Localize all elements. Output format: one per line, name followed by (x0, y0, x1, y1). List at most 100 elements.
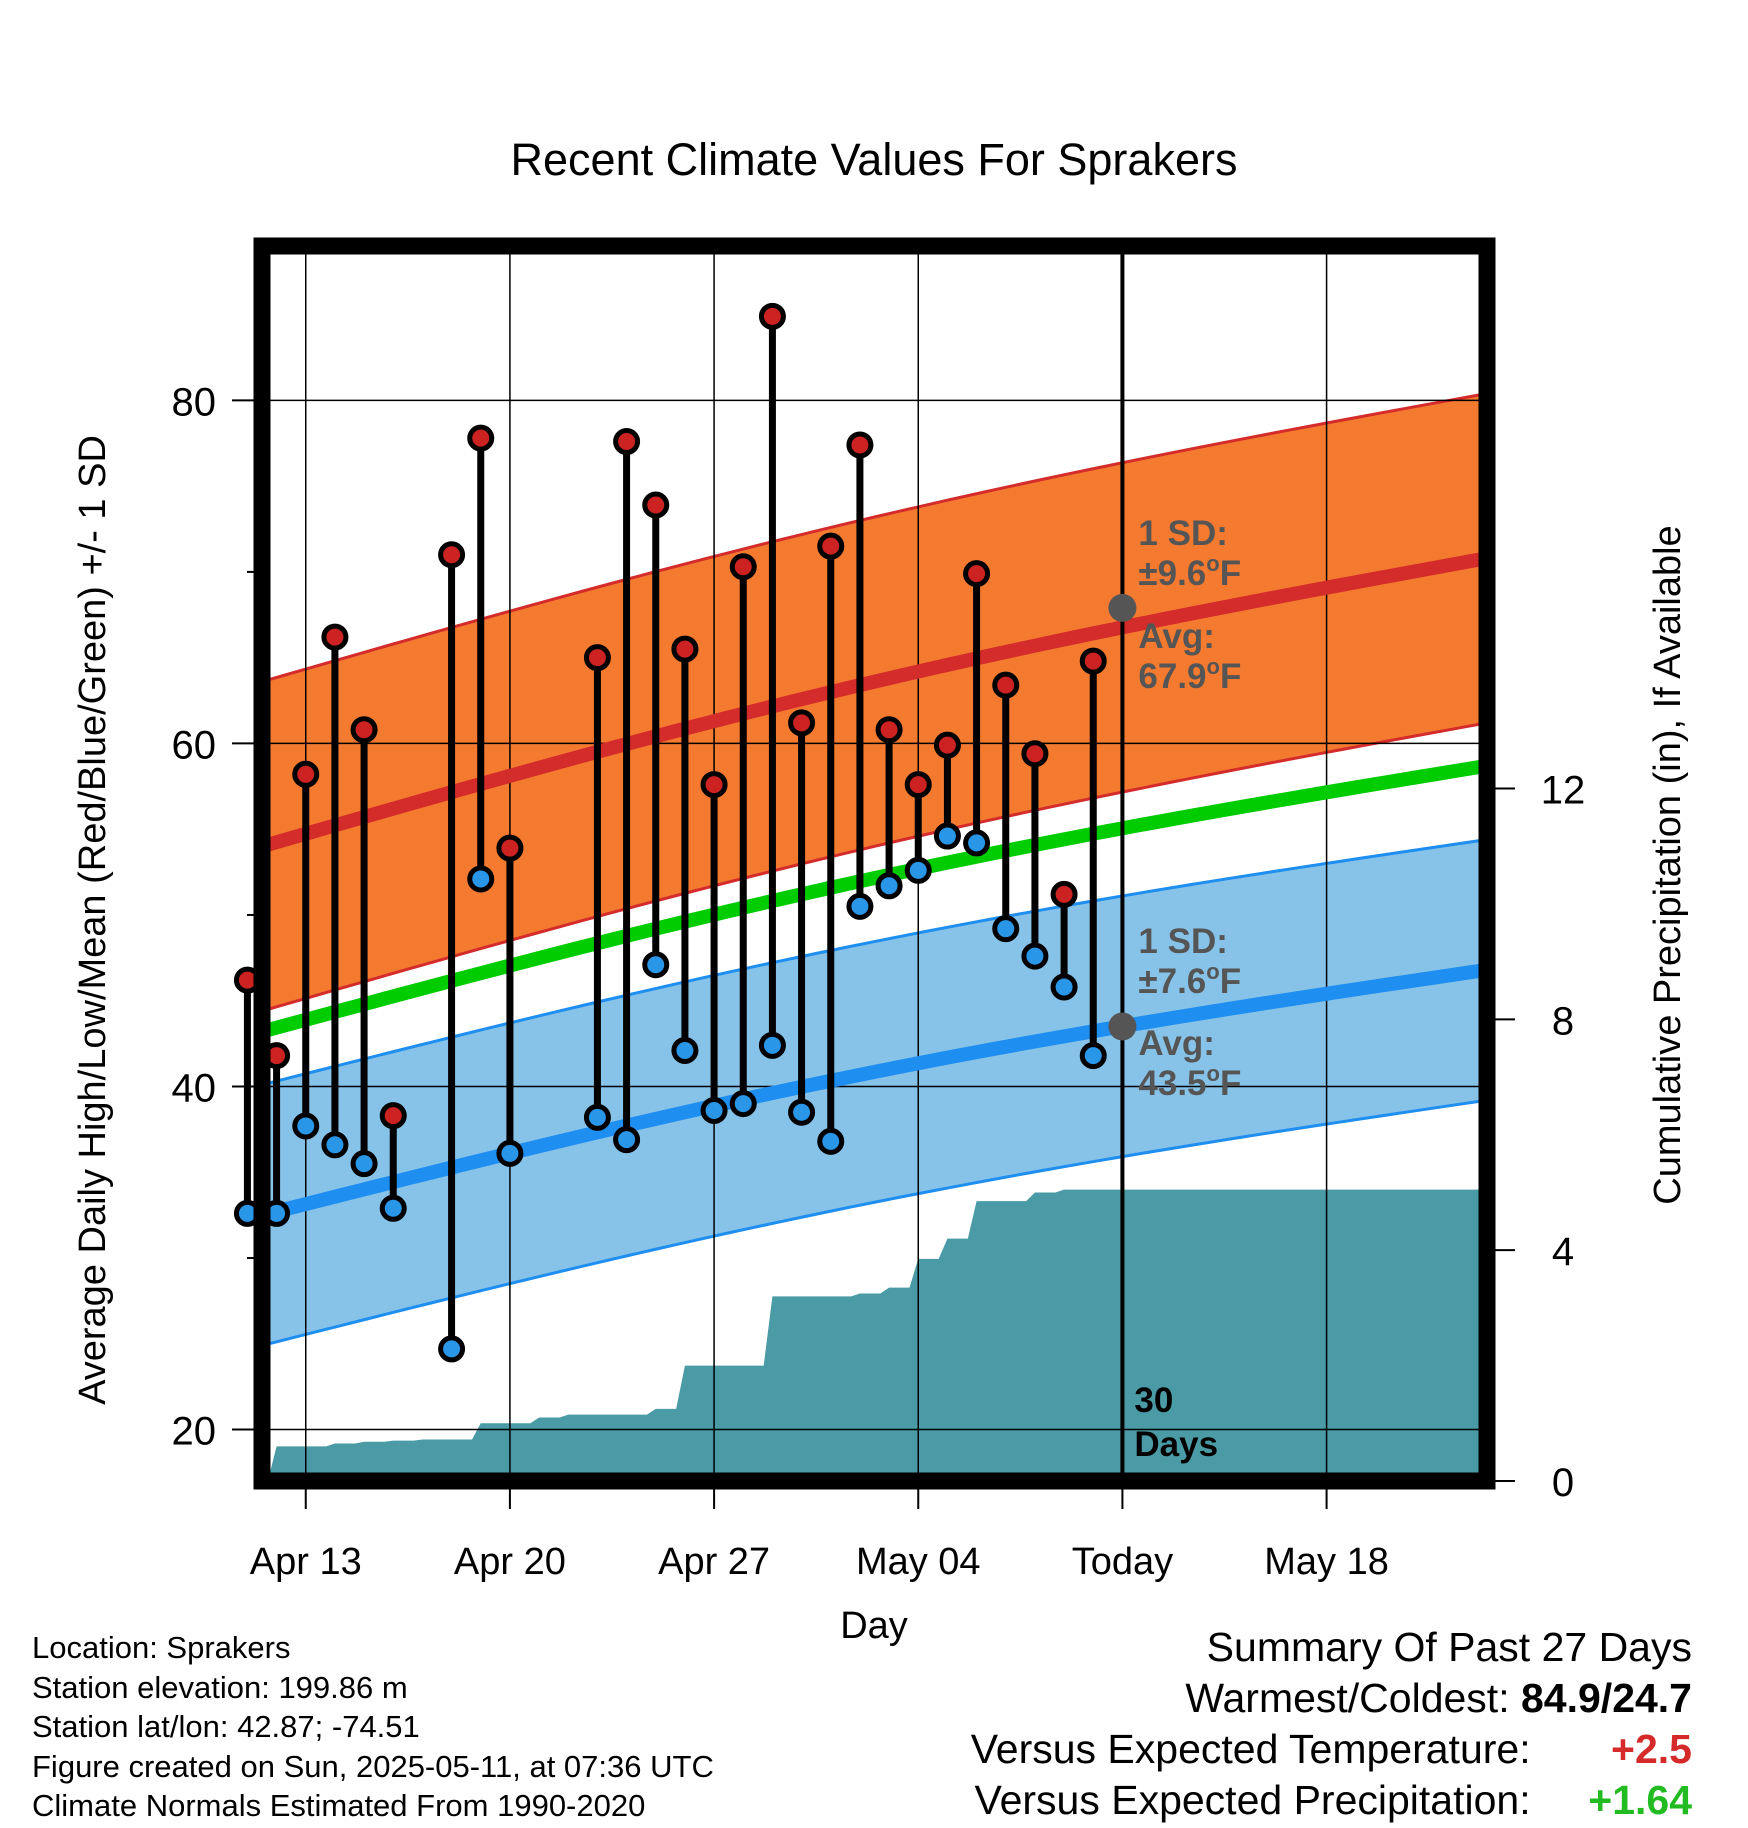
high-sd-upper-line (262, 392, 1487, 684)
today-high-avg-marker (1108, 593, 1137, 622)
y-right-tick-label: 0 (1552, 1461, 1574, 1505)
daily-low-point (292, 1112, 320, 1140)
daily-low-point (379, 1194, 407, 1222)
daily-low-point (846, 892, 874, 920)
daily-high-point (846, 431, 874, 459)
daily-high-point (875, 716, 903, 744)
daily-high-point (379, 1102, 407, 1130)
low-avg-value-number: 43.5 (1138, 1064, 1206, 1103)
daily-high-point (758, 302, 786, 330)
daily-low-point (729, 1090, 757, 1118)
warm-cold-value: 84.9/24.7 (1521, 1675, 1692, 1721)
daily-low-point (613, 1126, 641, 1154)
normals-text: Climate Normals Estimated From 1990-2020 (32, 1788, 646, 1823)
days-label-number: 30 (1134, 1381, 1173, 1420)
daily-low-point (1021, 942, 1049, 970)
daily-low-point (350, 1150, 378, 1178)
high-mean-line (262, 551, 1487, 854)
daily-high-point (700, 771, 728, 799)
daily-high-point (438, 541, 466, 569)
temp-row: Versus Expected Temperature: +2.5 (971, 1724, 1692, 1775)
y-right-tick-label: 8 (1552, 999, 1574, 1043)
daily-low-point (788, 1098, 816, 1126)
x-tick-label: Today (1072, 1541, 1173, 1583)
high-avg-value: 67.9oF (1138, 654, 1241, 696)
low-sd-value-unit: F (1220, 962, 1241, 1001)
low-sd-label: 1 SD: (1138, 922, 1227, 961)
daily-high-point (729, 553, 757, 581)
low-sd-lower-line (262, 1098, 1487, 1347)
low-avg-value-unit: F (1220, 1064, 1241, 1103)
low-avg-value: 43.5oF (1138, 1061, 1241, 1103)
daily-low-point (875, 872, 903, 900)
daily-high-point (1050, 880, 1078, 908)
daily-low-point (467, 865, 495, 893)
warm-cold-label: Warmest/Coldest: (1185, 1675, 1510, 1721)
plot-content (262, 246, 1487, 1481)
high-avg-label: Avg: (1138, 617, 1214, 656)
high-sd-value-unit: F (1220, 554, 1241, 593)
daily-low-point (642, 951, 670, 979)
warm-cold-row: Warmest/Coldest: 84.9/24.7 (971, 1673, 1692, 1724)
y-tick-label: 80 (172, 380, 217, 424)
high-sd-value-degree: o (1206, 551, 1219, 576)
daily-low-point (992, 915, 1020, 943)
x-tick-label: Apr 13 (250, 1541, 362, 1583)
daily-high-point (496, 834, 524, 862)
daily-low-point (583, 1103, 611, 1131)
daily-low-point (321, 1131, 349, 1159)
station-info: Location: Sprakers Station elevation: 19… (32, 1628, 714, 1826)
low-sd-value-degree: o (1206, 959, 1219, 984)
low-sd-value-number: ±7.6 (1138, 962, 1206, 1001)
x-tick-label: May 18 (1264, 1541, 1389, 1583)
daily-low-point (671, 1036, 699, 1064)
high-sd-lower-line (262, 721, 1487, 1013)
daily-high-point (350, 716, 378, 744)
daily-high-point (467, 424, 495, 452)
high-avg-value-number: 67.9 (1138, 657, 1206, 696)
created-text: Figure created on Sun, 2025-05-11, at 07… (32, 1748, 714, 1784)
y-tick-label: 60 (172, 723, 217, 767)
y-right-tick-label: 12 (1541, 768, 1586, 812)
precip-value: +1.64 (1588, 1777, 1692, 1823)
x-axis-label: Day (840, 1605, 908, 1647)
today-low-avg-marker (1108, 1012, 1137, 1041)
low-mean-line (262, 962, 1487, 1222)
precip-label: Versus Expected Precipitation: (974, 1777, 1531, 1823)
high-avg-value-degree: o (1207, 654, 1220, 679)
high-avg-value-unit: F (1220, 657, 1241, 696)
high-sd-band (262, 393, 1487, 1012)
daily-low-point (904, 856, 932, 884)
daily-high-point (992, 671, 1020, 699)
daily-high-point (1079, 647, 1107, 675)
days-label-text: Days (1134, 1425, 1218, 1464)
daily-high-point (817, 532, 845, 560)
low-avg-label: Avg: (1138, 1024, 1214, 1063)
high-sd-value: ±9.6oF (1138, 551, 1241, 593)
summary-title: Summary Of Past 27 Days (1206, 1624, 1692, 1670)
elevation-text: Station elevation: 199.86 m (32, 1669, 408, 1705)
plot-frame (253, 237, 1496, 1490)
temp-label: Versus Expected Temperature: (970, 1726, 1531, 1772)
daily-high-point (583, 644, 611, 672)
daily-low-point (817, 1127, 845, 1155)
daily-high-point (788, 709, 816, 737)
high-sd-label: 1 SD: (1138, 514, 1227, 553)
summary-panel: Summary Of Past 27 Days Warmest/Coldest:… (971, 1622, 1692, 1826)
low-sd-upper-line (262, 838, 1487, 1087)
daily-high-point (671, 635, 699, 663)
low-avg-value-degree: o (1207, 1061, 1220, 1086)
y-tick-label: 20 (172, 1410, 217, 1454)
chart-title: Recent Climate Values For Sprakers (511, 134, 1238, 185)
daily-high-point (613, 428, 641, 456)
precipitation-area (262, 1189, 1487, 1481)
daily-low-point (1050, 973, 1078, 1001)
y-axis-label-right: Cumulative Precipitation (in), If Availa… (1647, 525, 1689, 1204)
daily-low-point (700, 1097, 728, 1124)
y-right-tick-label: 4 (1552, 1230, 1574, 1274)
low-sd-band (262, 839, 1487, 1346)
y-tick-label: 40 (172, 1066, 217, 1110)
latlon-text: Station lat/lon: 42.87; -74.51 (32, 1709, 420, 1744)
daily-high-point (292, 760, 320, 788)
